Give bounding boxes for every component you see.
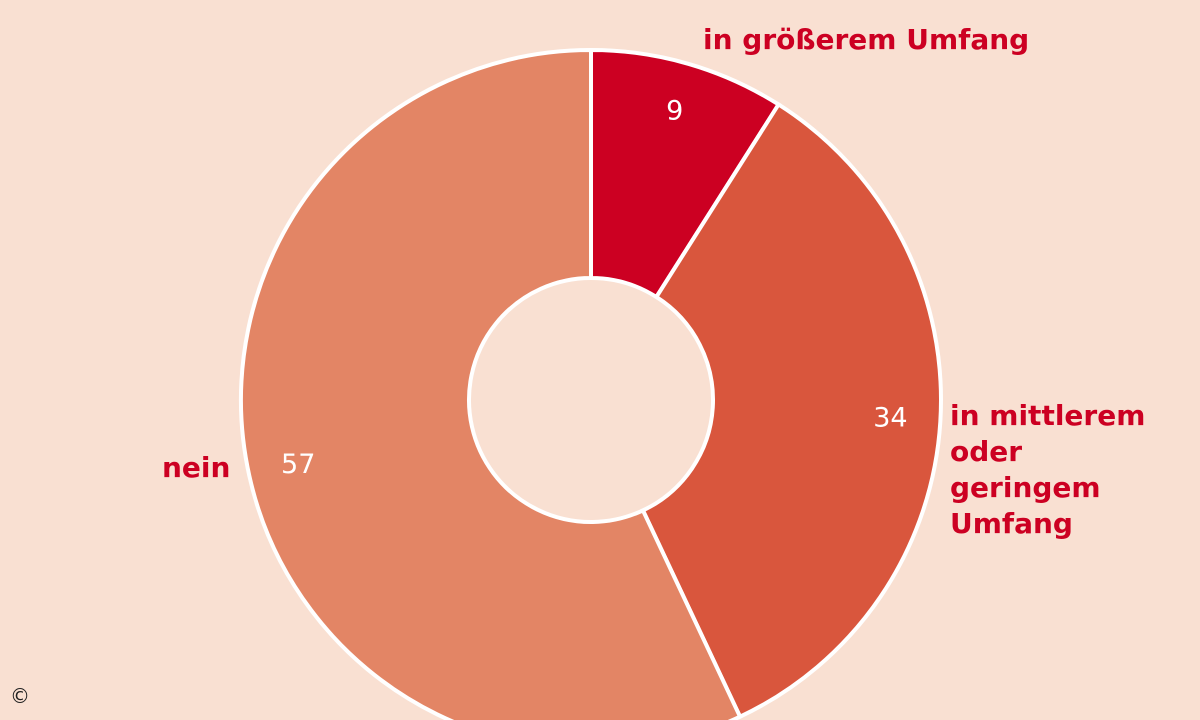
donut-slice [640, 101, 943, 720]
value-label: 57 [281, 449, 315, 480]
value-label: 34 [873, 402, 907, 433]
value-label: 9 [666, 95, 683, 126]
category-label: in größerem Umfang [703, 23, 1030, 56]
donut-slice [589, 47, 782, 300]
category-label: in mittlerem oder geringem Umfang [950, 399, 1146, 540]
donut-slice [239, 47, 743, 720]
copyright: © [10, 684, 30, 708]
category-label: nein [162, 451, 231, 484]
